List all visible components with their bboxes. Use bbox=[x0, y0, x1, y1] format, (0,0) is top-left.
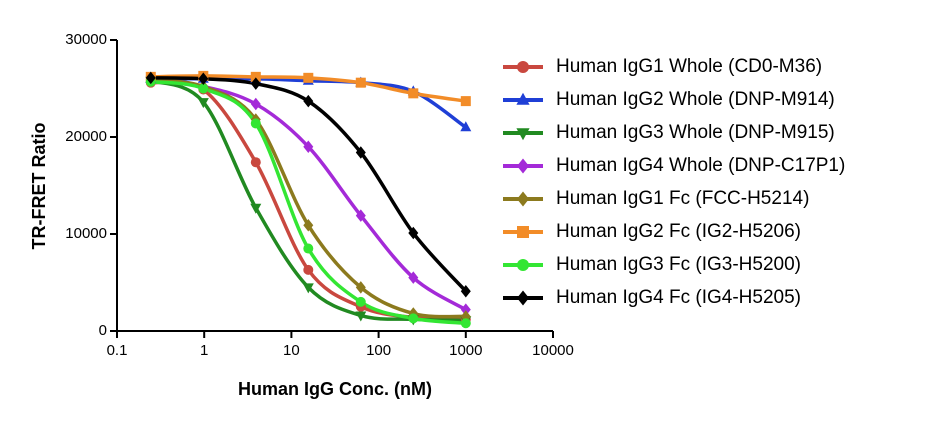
marker bbox=[408, 271, 419, 284]
legend-label: Human IgG3 Whole (DNP-M915) bbox=[556, 122, 835, 143]
x-tick-label: 100 bbox=[366, 342, 391, 359]
fit-curve bbox=[150, 76, 468, 293]
marker bbox=[516, 92, 530, 105]
marker bbox=[303, 72, 314, 83]
legend-label: Human IgG4 Fc (IG4-H5205) bbox=[556, 287, 801, 308]
marker bbox=[198, 83, 209, 94]
marker bbox=[250, 97, 261, 111]
x-tick-label: 1000 bbox=[449, 342, 482, 359]
marker bbox=[303, 243, 314, 254]
marker bbox=[250, 157, 261, 168]
x-axis-title: Human IgG Conc. (nM) bbox=[238, 379, 432, 399]
marker bbox=[460, 96, 471, 107]
marker bbox=[517, 61, 529, 73]
marker bbox=[517, 191, 529, 207]
marker bbox=[355, 77, 366, 88]
marker bbox=[355, 209, 366, 222]
marker bbox=[197, 98, 209, 109]
legend-label: Human IgG1 Whole (CD0-M36) bbox=[556, 56, 822, 77]
y-tick-label: 20000 bbox=[65, 128, 107, 145]
marker bbox=[250, 203, 262, 214]
legend-label: Human IgG2 Fc (IG2-H5206) bbox=[556, 221, 801, 242]
marker bbox=[250, 77, 261, 90]
marker bbox=[517, 158, 529, 174]
legend-label: Human IgG2 Whole (DNP-M914) bbox=[556, 89, 835, 110]
marker bbox=[460, 284, 471, 298]
x-tick-label: 1 bbox=[200, 342, 208, 359]
marker bbox=[460, 121, 472, 132]
marker bbox=[408, 313, 419, 324]
legend-label: Human IgG3 Fc (IG3-H5200) bbox=[556, 254, 801, 275]
marker bbox=[460, 303, 471, 316]
y-axis-title: TR-FRET Ratio bbox=[29, 123, 49, 250]
marker bbox=[145, 71, 156, 85]
marker bbox=[408, 226, 419, 240]
legend-label: Human IgG1 Fc (FCC-H5214) bbox=[556, 188, 809, 209]
marker bbox=[355, 146, 366, 159]
marker bbox=[355, 281, 366, 294]
marker bbox=[303, 264, 314, 275]
marker bbox=[408, 88, 419, 99]
marker bbox=[198, 72, 209, 86]
x-tick-label: 10 bbox=[283, 342, 300, 359]
marker bbox=[250, 118, 261, 129]
marker bbox=[355, 311, 367, 322]
legend-label: Human IgG4 Whole (DNP-C17P1) bbox=[556, 155, 845, 176]
marker bbox=[460, 318, 471, 329]
x-tick-label: 10000 bbox=[532, 342, 574, 359]
y-tick-label: 30000 bbox=[65, 31, 107, 48]
y-tick-label: 10000 bbox=[65, 225, 107, 242]
marker bbox=[303, 219, 314, 232]
marker bbox=[303, 94, 314, 108]
marker bbox=[250, 71, 261, 82]
x-tick-label: 0.1 bbox=[107, 342, 128, 359]
marker bbox=[303, 140, 314, 153]
fit-curve bbox=[150, 79, 467, 312]
marker bbox=[516, 128, 530, 141]
y-tick-label: 0 bbox=[99, 322, 107, 339]
marker bbox=[517, 259, 529, 271]
marker bbox=[517, 290, 529, 306]
marker bbox=[355, 296, 366, 307]
marker bbox=[302, 283, 314, 294]
marker bbox=[517, 226, 529, 238]
